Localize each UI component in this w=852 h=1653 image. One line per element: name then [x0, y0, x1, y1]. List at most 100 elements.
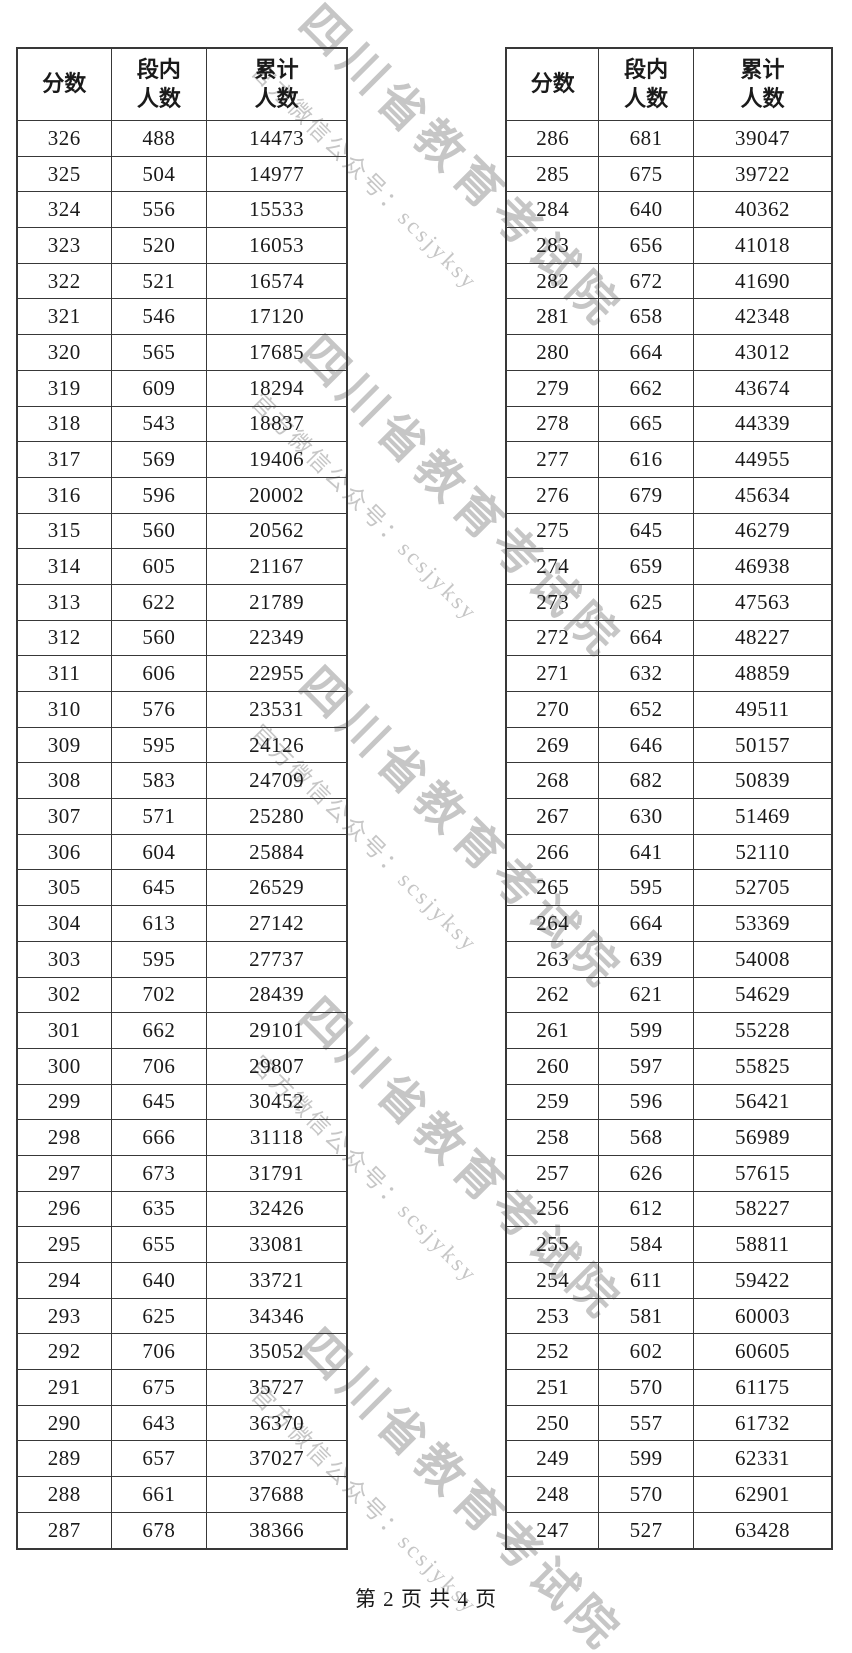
- cell-cumulative-count: 56421: [692, 1083, 833, 1121]
- cell-segment-count: 546: [110, 298, 208, 336]
- table-row: 292 706 35052: [16, 1333, 348, 1371]
- cell-cumulative-count: 36370: [206, 1404, 348, 1442]
- cell-segment-count: 635: [110, 1190, 208, 1228]
- cell-cumulative-count: 41018: [692, 227, 833, 264]
- cell-score: 247: [505, 1511, 600, 1550]
- table-row: 291 675 35727: [16, 1369, 348, 1406]
- table-row: 287 678 38366: [16, 1511, 348, 1550]
- cell-cumulative-count: 37027: [206, 1440, 348, 1478]
- column-header: 段内 人数: [110, 47, 208, 121]
- cell-segment-count: 630: [598, 798, 694, 835]
- table-row: 282 672 41690: [505, 262, 833, 300]
- cell-score: 288: [16, 1476, 112, 1513]
- table-row: 305 645 26529: [16, 869, 348, 907]
- cell-segment-count: 556: [110, 191, 208, 229]
- cell-score: 294: [16, 1262, 112, 1299]
- cell-cumulative-count: 63428: [692, 1511, 833, 1550]
- cell-segment-count: 662: [598, 369, 694, 407]
- cell-cumulative-count: 30452: [206, 1083, 348, 1121]
- header-row: 分数 段内 人数 累计 人数: [505, 47, 833, 121]
- cell-cumulative-count: 37688: [206, 1476, 348, 1513]
- cell-cumulative-count: 47563: [692, 583, 833, 621]
- cell-score: 314: [16, 548, 112, 585]
- cell-score: 291: [16, 1369, 112, 1406]
- cell-cumulative-count: 17120: [206, 298, 348, 336]
- cell-score: 248: [505, 1476, 600, 1513]
- table-row: 260 597 55825: [505, 1047, 833, 1085]
- cell-segment-count: 681: [598, 120, 694, 157]
- table-row: 301 662 29101: [16, 1012, 348, 1049]
- cell-segment-count: 622: [110, 583, 208, 621]
- table-row: 262 621 54629: [505, 976, 833, 1014]
- cell-cumulative-count: 58811: [692, 1226, 833, 1263]
- cell-score: 270: [505, 691, 600, 728]
- table-row: 294 640 33721: [16, 1262, 348, 1299]
- table-row: 307 571 25280: [16, 798, 348, 835]
- table-row: 259 596 56421: [505, 1083, 833, 1121]
- cell-segment-count: 599: [598, 1012, 694, 1049]
- cell-score: 315: [16, 512, 112, 550]
- table-row: 279 662 43674: [505, 369, 833, 407]
- page-footer: 第 2 页 共 4 页: [354, 1587, 498, 1611]
- cell-segment-count: 504: [110, 155, 208, 193]
- cell-score: 281: [505, 298, 600, 336]
- cell-cumulative-count: 49511: [692, 691, 833, 728]
- cell-segment-count: 611: [598, 1262, 694, 1299]
- table-row: 300 706 29807: [16, 1047, 348, 1085]
- table-row: 317 569 19406: [16, 441, 348, 478]
- cell-cumulative-count: 42348: [692, 298, 833, 336]
- cell-segment-count: 596: [598, 1083, 694, 1121]
- cell-cumulative-count: 33721: [206, 1262, 348, 1299]
- table-row: 273 625 47563: [505, 583, 833, 621]
- cell-score: 280: [505, 334, 600, 371]
- cell-score: 285: [505, 155, 600, 193]
- cell-cumulative-count: 50157: [692, 726, 833, 764]
- cell-segment-count: 706: [110, 1333, 208, 1371]
- cell-cumulative-count: 50839: [692, 762, 833, 800]
- cell-segment-count: 664: [598, 905, 694, 942]
- cell-score: 316: [16, 476, 112, 514]
- cell-segment-count: 706: [110, 1047, 208, 1085]
- cell-segment-count: 570: [598, 1476, 694, 1513]
- cell-cumulative-count: 45634: [692, 476, 833, 514]
- cell-score: 259: [505, 1083, 600, 1121]
- cell-segment-count: 665: [598, 405, 694, 443]
- cell-segment-count: 678: [110, 1511, 208, 1550]
- cell-cumulative-count: 39047: [692, 120, 833, 157]
- cell-score: 275: [505, 512, 600, 550]
- column-header: 分数: [505, 47, 600, 121]
- cell-cumulative-count: 58227: [692, 1190, 833, 1228]
- cell-score: 256: [505, 1190, 600, 1228]
- cell-score: 297: [16, 1154, 112, 1192]
- cell-segment-count: 621: [598, 976, 694, 1014]
- cell-score: 269: [505, 726, 600, 764]
- cell-score: 321: [16, 298, 112, 336]
- table-row: 258 568 56989: [505, 1119, 833, 1156]
- cell-score: 312: [16, 619, 112, 657]
- table-row: 256 612 58227: [505, 1190, 833, 1228]
- cell-segment-count: 666: [110, 1119, 208, 1156]
- score-table-right: 分数 段内 人数 累计 人数 286 681 39047 285 675 39722 284 640…: [505, 47, 833, 1550]
- table-row: 252 602 60605: [505, 1333, 833, 1371]
- table-row: 269 646 50157: [505, 726, 833, 764]
- cell-score: 307: [16, 798, 112, 835]
- cell-segment-count: 632: [598, 655, 694, 692]
- cell-cumulative-count: 62331: [692, 1440, 833, 1478]
- cell-score: 304: [16, 905, 112, 942]
- table-row: 312 560 22349: [16, 619, 348, 657]
- cell-cumulative-count: 61175: [692, 1369, 833, 1406]
- cell-segment-count: 595: [110, 940, 208, 978]
- cell-segment-count: 640: [110, 1262, 208, 1299]
- cell-segment-count: 569: [110, 441, 208, 478]
- cell-segment-count: 645: [110, 1083, 208, 1121]
- cell-segment-count: 568: [598, 1119, 694, 1156]
- table-row: 304 613 27142: [16, 905, 348, 942]
- cell-score: 323: [16, 227, 112, 264]
- table-row: 255 584 58811: [505, 1226, 833, 1263]
- cell-segment-count: 557: [598, 1404, 694, 1442]
- table-row: 250 557 61732: [505, 1404, 833, 1442]
- cell-score: 301: [16, 1012, 112, 1049]
- cell-segment-count: 652: [598, 691, 694, 728]
- score-table-left: 分数 段内 人数 累计 人数 326 488 14473 325 504 14977 324 556…: [16, 47, 348, 1550]
- cell-score: 279: [505, 369, 600, 407]
